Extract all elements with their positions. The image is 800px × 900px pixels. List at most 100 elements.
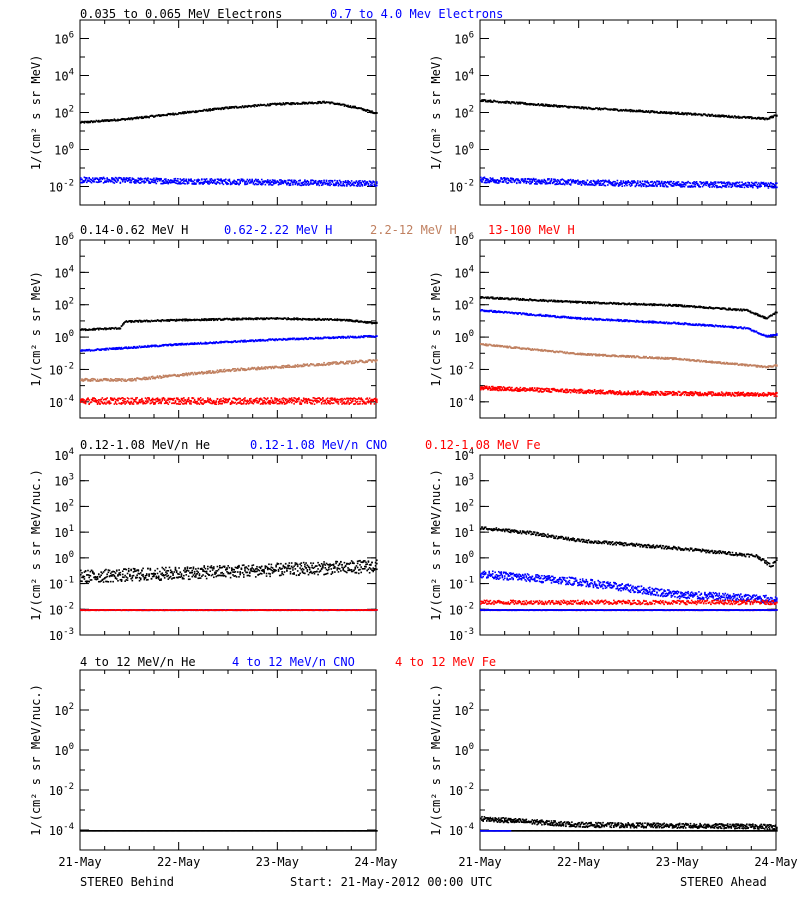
data-point [334,184,336,187]
data-point [209,178,212,181]
data-point [750,185,753,188]
data-point [84,178,87,181]
data-point [360,335,363,338]
data-point [162,319,165,322]
data-point [362,108,365,110]
data-point [258,400,261,403]
data-point [627,181,630,183]
data-point [296,318,299,321]
data-point [147,400,149,402]
data-point [626,181,628,183]
data-point [168,398,171,401]
data-point [507,182,510,184]
data-point [288,401,291,404]
data-point [313,181,316,184]
data-point [111,379,113,382]
data-point [253,340,256,343]
data-point [209,182,212,184]
data-point [80,401,82,403]
data-point [593,182,596,184]
data-point [602,108,604,111]
data-point [195,401,197,403]
data-point [359,336,361,338]
data-point [171,113,173,115]
data-point [165,374,167,377]
data-point [549,105,552,108]
data-point [362,321,365,324]
data-point [88,121,90,124]
data-point [680,183,682,185]
data-point [126,347,129,349]
data-point [105,377,107,380]
data-point [175,179,178,182]
data-point [216,342,219,344]
data-point [353,336,355,339]
data-point [236,368,239,370]
data-point [354,359,357,362]
data-point [741,184,743,186]
data-point [355,319,358,322]
data-point [571,180,573,183]
data-point [300,365,303,368]
data-point [322,318,324,320]
data-point [85,329,88,331]
data-point [342,184,345,187]
data-point [81,398,83,400]
data-point [574,106,577,108]
data-point [676,182,679,185]
data-point [117,179,119,182]
data-point [101,120,104,122]
data-point [139,401,142,404]
data-point [723,116,725,118]
data-point [238,183,240,186]
data-point [87,329,89,331]
data-point [284,365,287,367]
data-point [336,398,339,401]
data-point [252,400,255,403]
data-point [550,105,553,107]
data-point [371,361,373,363]
data-point [186,374,189,377]
data-point [746,116,748,119]
data-point [344,398,347,401]
data-point [167,397,170,400]
data-point [144,177,147,180]
data-point [155,320,158,322]
data-point [711,182,713,184]
data-point [349,360,352,363]
data-point [306,398,309,401]
data-point [120,118,123,121]
data-point [235,318,238,321]
data-point [148,116,150,118]
data-point [323,363,325,366]
data-point [329,362,331,364]
data-point [268,338,270,341]
data-point [107,180,110,183]
data-point [308,336,311,339]
data-point [112,399,114,401]
data-point [245,400,247,402]
data-point [500,178,502,180]
data-point [580,106,583,108]
data-point [82,328,84,331]
data-point [741,181,743,184]
data-point [284,402,287,405]
data-point [294,103,297,105]
data-point [698,113,700,116]
data-point [153,116,155,118]
data-point [346,360,348,363]
data-point [193,343,196,346]
data-point [320,184,323,187]
data-point [111,119,113,121]
data-point [735,116,737,118]
data-point [630,180,633,182]
data-point [270,317,273,319]
data-point [108,401,111,404]
data-point [490,178,493,180]
data-point [654,111,657,114]
data-point [760,182,763,185]
data-point [214,342,216,345]
data-point [144,346,147,348]
data-point [567,179,570,181]
data-point [302,317,305,320]
